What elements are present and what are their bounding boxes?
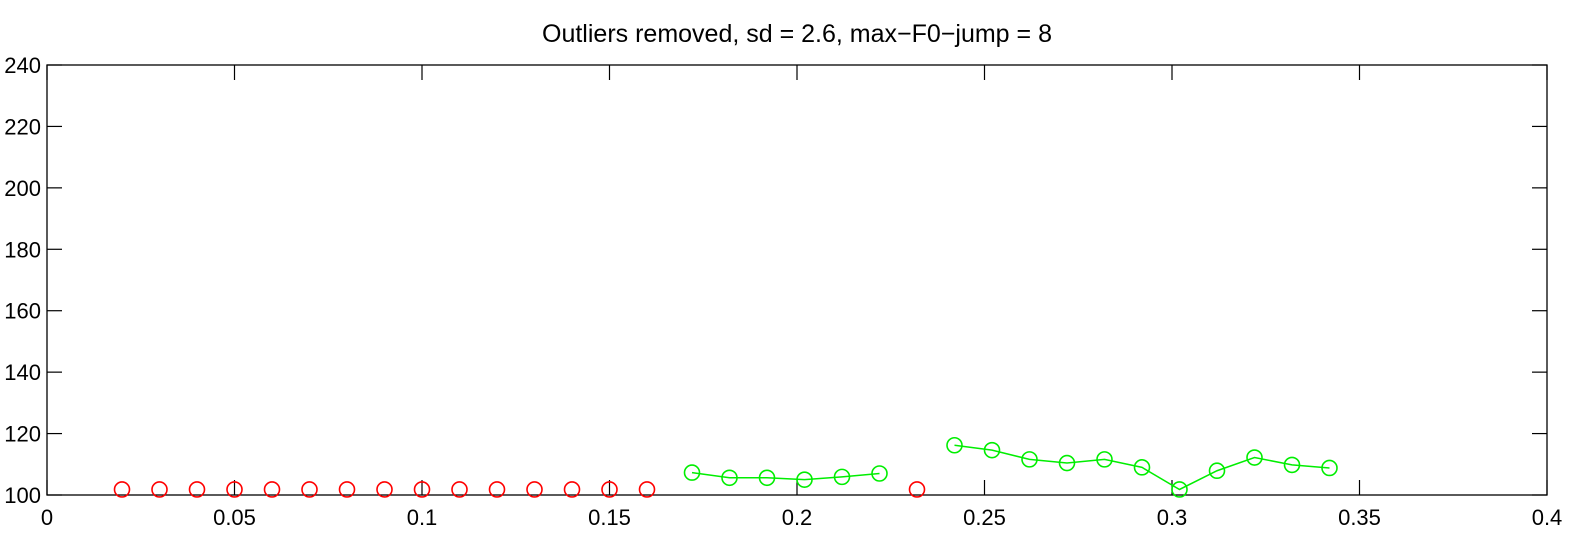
- data-point: [488, 481, 506, 498]
- data-point: [721, 469, 738, 487]
- data-point: [151, 481, 168, 498]
- data-point: [1246, 449, 1263, 466]
- x-tick-label: 0.25: [963, 505, 1006, 530]
- data-point: [1021, 451, 1038, 468]
- data-point: [451, 481, 468, 498]
- data-point: [983, 441, 1001, 459]
- data-point: [1321, 459, 1338, 477]
- data-point: [833, 468, 851, 486]
- x-tick-label: 0.4: [1532, 505, 1563, 530]
- y-tick-label: 140: [4, 360, 41, 385]
- data-point: [263, 481, 281, 498]
- data-point: [1058, 454, 1076, 472]
- x-tick-label: 0.3: [1157, 505, 1188, 530]
- data-point: [376, 481, 393, 498]
- data-point: [908, 481, 926, 498]
- chart-title: Outliers removed, sd = 2.6, max−F0−jump …: [542, 20, 1052, 48]
- data-point: [758, 469, 776, 487]
- x-tick-label: 0: [41, 505, 53, 530]
- data-point: [526, 481, 543, 498]
- x-tick-label: 0.35: [1338, 505, 1381, 530]
- series-line: [691, 471, 880, 481]
- data-point: [871, 465, 888, 482]
- data-point: [1096, 451, 1113, 468]
- series-1: [683, 436, 1338, 498]
- y-tick-label: 180: [4, 237, 41, 262]
- x-tick-label: 0.1: [407, 505, 438, 530]
- data-point: [796, 471, 813, 488]
- data-point: [113, 481, 131, 498]
- data-point: [638, 481, 656, 498]
- data-point: [1171, 481, 1188, 498]
- y-tick-label: 240: [4, 53, 41, 78]
- data-point: [1208, 462, 1226, 480]
- data-point: [563, 481, 581, 498]
- data-point: [188, 481, 206, 498]
- data-point: [226, 481, 243, 498]
- data-point: [1133, 459, 1151, 476]
- data-point: [946, 436, 963, 454]
- y-tick-label: 120: [4, 422, 41, 447]
- x-tick-label: 0.15: [588, 505, 631, 530]
- series-line: [954, 444, 1330, 491]
- y-tick-label: 100: [4, 483, 41, 508]
- y-tick-label: 160: [4, 299, 41, 324]
- x-tick-label: 0.2: [782, 505, 813, 530]
- data-point: [301, 481, 318, 498]
- data-point: [683, 464, 701, 481]
- x-tick-label: 0.05: [213, 505, 256, 530]
- plot-frame: [46, 64, 1548, 496]
- data-point: [601, 481, 618, 498]
- data-point: [413, 481, 431, 498]
- series-0: [113, 481, 926, 498]
- y-tick-label: 200: [4, 176, 41, 201]
- data-point: [1283, 456, 1301, 474]
- data-point: [338, 481, 356, 498]
- y-tick-label: 220: [4, 114, 41, 139]
- series-layer: [113, 436, 1338, 498]
- tick-layer: 0 0.05 0.1 0.15 0.2 0.25 0.3 0.35 0.4 100 120 140 16…: [4, 53, 1562, 530]
